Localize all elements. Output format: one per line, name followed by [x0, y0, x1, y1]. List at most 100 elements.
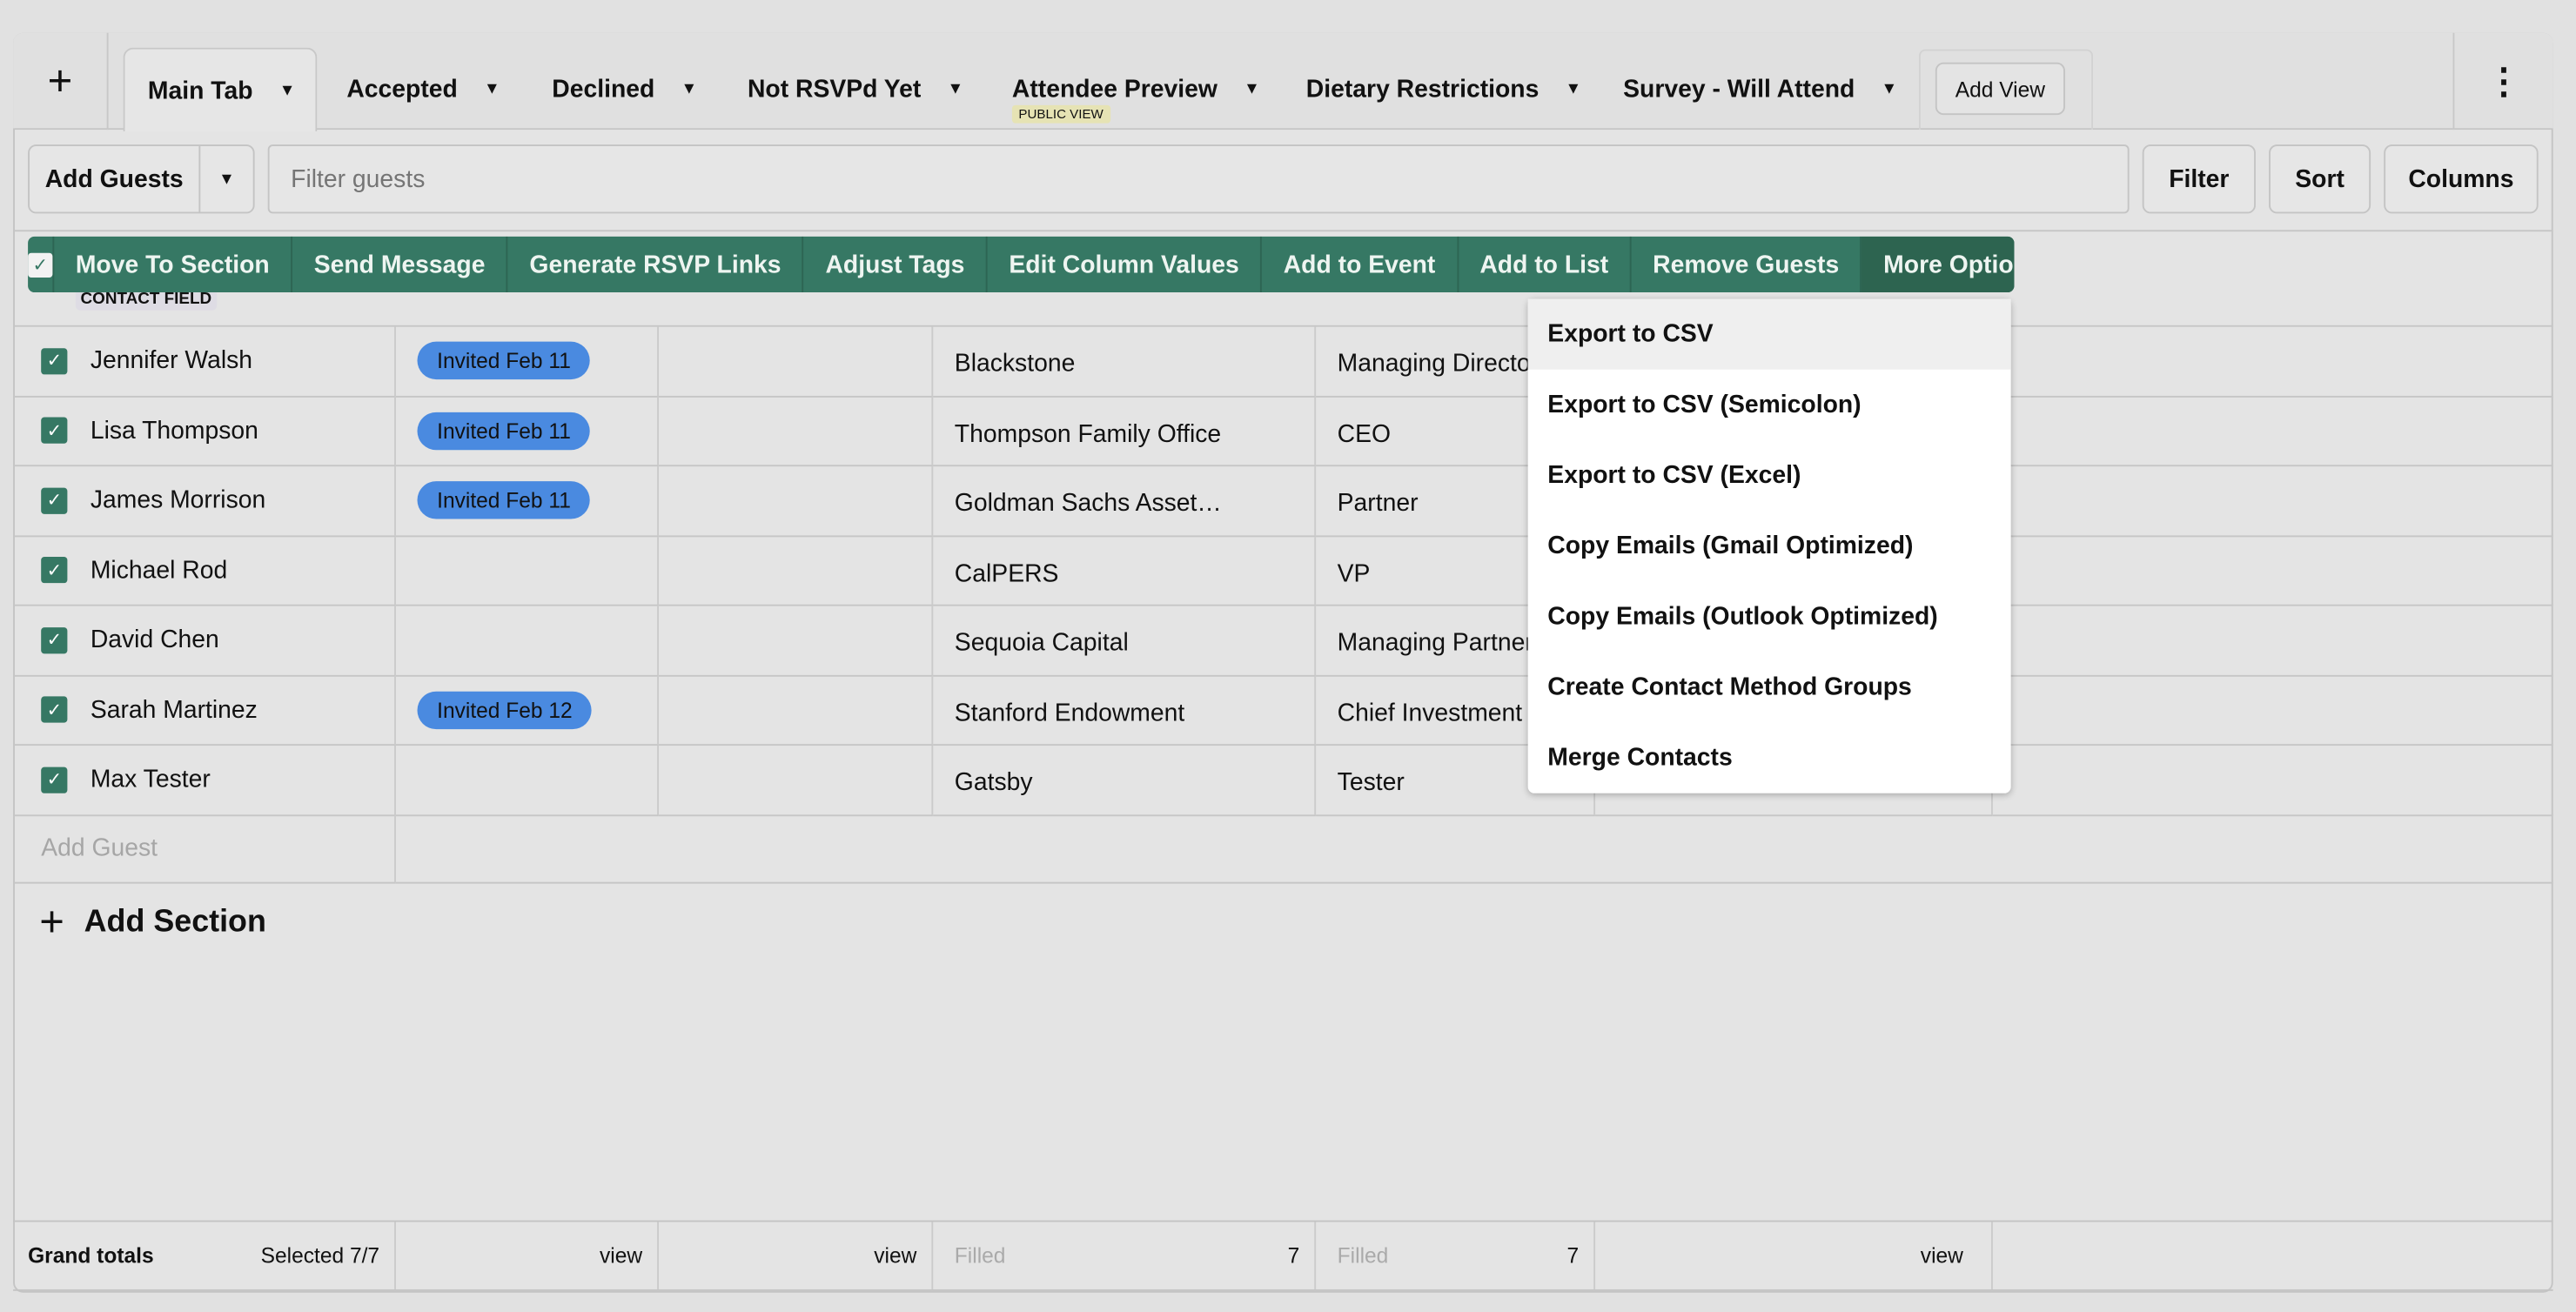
name-cell[interactable]: ✓ David Chen [13, 606, 396, 676]
caret-down-icon[interactable]: ▼ [484, 80, 500, 99]
add-guests-dropdown-icon[interactable]: ▼ [218, 170, 235, 189]
caret-down-icon[interactable]: ▼ [947, 80, 964, 99]
status-cell[interactable] [395, 746, 660, 816]
table-row[interactable]: ✓ David Chen Sequoia Capital Managing Partn… [13, 606, 2553, 676]
table-row[interactable]: ✓ James Morrison Invited Feb 11 Goldman Sac… [13, 466, 2553, 537]
name-cell[interactable]: ✓ Max Tester [13, 746, 396, 816]
bulk-action-edit-column-values[interactable]: Edit Column Values [988, 236, 1263, 293]
empty-cell[interactable] [659, 746, 934, 816]
name-cell[interactable]: ✓ Jennifer Walsh [13, 326, 396, 397]
caret-down-icon[interactable]: ▼ [1881, 80, 1898, 99]
row-checkbox[interactable]: ✓ [41, 626, 68, 653]
caret-down-icon[interactable]: ▼ [1244, 80, 1260, 99]
company: Blackstone [954, 350, 1076, 378]
status-cell[interactable]: Invited Feb 11 [395, 396, 660, 467]
sort-button[interactable]: Sort [2269, 144, 2371, 214]
bulk-action-add-to-event[interactable]: Add to Event [1262, 236, 1459, 293]
empty-cell[interactable] [659, 396, 934, 467]
filter-button[interactable]: Filter [2142, 144, 2256, 214]
bulk-action-more-options[interactable]: More Options [1862, 236, 2015, 293]
add-guest-input[interactable]: Add Guest [13, 814, 396, 884]
company-cell[interactable]: Goldman Sachs Asset… [933, 466, 1317, 537]
filter-guests-input[interactable] [267, 144, 2130, 214]
add-guests-button[interactable]: Add Guests [30, 146, 201, 212]
menu-item-copy-emails-outlook-optimized[interactable]: Copy Emails (Outlook Optimized) [1547, 602, 1938, 631]
empty-cell[interactable] [659, 606, 934, 676]
tab-survey-will-attend[interactable]: Survey - Will Attend ▼ [1623, 48, 1897, 131]
caret-down-icon[interactable]: ▼ [681, 80, 698, 99]
company-cell[interactable]: Gatsby [933, 746, 1317, 816]
menu-item-export-to-csv-semicolon[interactable]: Export to CSV (Semicolon) [1547, 391, 1862, 419]
tab-label: Not RSVPd Yet [747, 75, 922, 104]
status-cell[interactable] [395, 606, 660, 676]
status-cell[interactable]: Invited Feb 12 [395, 675, 660, 746]
columns-button[interactable]: Columns [2384, 144, 2539, 214]
tab-main[interactable]: Main Tab ▼ [123, 47, 318, 132]
name-cell[interactable]: ✓ Sarah Martinez [13, 675, 396, 746]
tab-accepted[interactable]: Accepted ▼ [346, 48, 500, 131]
table-row[interactable]: ✓ Michael Rod CalPERS VP [13, 536, 2553, 606]
row-checkbox[interactable]: ✓ [41, 557, 68, 584]
name-cell[interactable]: ✓ Lisa Thompson [13, 396, 396, 467]
name-cell[interactable]: ✓ James Morrison [13, 466, 396, 537]
empty-cell[interactable] [1992, 606, 2553, 676]
empty-cell[interactable] [1992, 746, 2553, 816]
row-checkbox[interactable]: ✓ [41, 487, 68, 514]
status-cell[interactable] [395, 536, 660, 606]
tab-declined[interactable]: Declined ▼ [552, 48, 697, 131]
caret-down-icon[interactable]: ▼ [278, 81, 296, 100]
view-link[interactable]: view [874, 1243, 917, 1268]
row-checkbox[interactable]: ✓ [41, 347, 68, 374]
empty-cell[interactable] [659, 536, 934, 606]
company-cell[interactable]: Thompson Family Office [933, 396, 1317, 467]
view-link[interactable]: view [1920, 1243, 1963, 1268]
menu-item-copy-emails-gmail-optimized[interactable]: Copy Emails (Gmail Optimized) [1547, 532, 1914, 560]
bulk-action-generate-rsvp-links[interactable]: Generate RSVP Links [508, 236, 804, 293]
more-vertical-icon[interactable]: ⋮ [2452, 32, 2553, 131]
add-view-button[interactable]: Add View [1935, 62, 2065, 116]
add-section-button[interactable]: + Add Section [39, 897, 266, 948]
company-cell[interactable]: Stanford Endowment [933, 675, 1317, 746]
row-checkbox[interactable]: ✓ [41, 766, 68, 793]
tab-not-rsvpd[interactable]: Not RSVPd Yet ▼ [748, 48, 963, 131]
bulk-action-adjust-tags[interactable]: Adjust Tags [804, 236, 988, 293]
table-row[interactable]: ✓ Lisa Thompson Invited Feb 11 Thompson Fam… [13, 396, 2553, 467]
tab-dietary-restrictions[interactable]: Dietary Restrictions ▼ [1306, 48, 1581, 131]
empty-cell[interactable] [659, 326, 934, 397]
empty-cell[interactable] [1992, 536, 2553, 606]
title-cell[interactable]: Managing Partner [1316, 606, 1596, 676]
empty-cell[interactable] [1992, 466, 2553, 537]
empty-cell[interactable] [659, 466, 934, 537]
view-link[interactable]: view [600, 1243, 643, 1268]
menu-item-export-to-csv[interactable]: Export to CSV [1527, 298, 2011, 370]
table-row[interactable]: ✓ Sarah Martinez Invited Feb 12 Stanford En… [13, 675, 2553, 746]
add-tab-button[interactable]: + [13, 32, 109, 131]
menu-item-merge-contacts[interactable]: Merge Contacts [1547, 744, 1733, 773]
empty-cell[interactable] [659, 675, 934, 746]
menu-item-create-contact-method-groups[interactable]: Create Contact Method Groups [1547, 673, 1912, 702]
bulk-action-move-to-section[interactable]: Move To Section [54, 236, 293, 293]
row-checkbox[interactable]: ✓ [41, 417, 68, 445]
bulk-action-add-to-list[interactable]: Add to List [1459, 236, 1632, 293]
status-cell[interactable]: Invited Feb 11 [395, 326, 660, 397]
select-all-checkbox[interactable]: ✓ [28, 236, 55, 293]
empty-cell[interactable] [1992, 676, 2553, 746]
add-view-container [1918, 49, 2094, 131]
company-cell[interactable]: CalPERS [933, 536, 1317, 606]
menu-item-export-to-csv-excel[interactable]: Export to CSV (Excel) [1547, 461, 1801, 490]
row-checkbox[interactable]: ✓ [41, 696, 68, 724]
job-title: Tester [1337, 768, 1405, 798]
empty-cell[interactable] [1992, 397, 2553, 467]
caret-down-icon[interactable]: ▼ [1565, 80, 1582, 99]
bulk-action-send-message[interactable]: Send Message [292, 236, 508, 293]
bulk-action-remove-guests[interactable]: Remove Guests [1632, 236, 1862, 293]
table-row[interactable]: ✓ Jennifer Walsh Invited Feb 11 Blackstone M… [13, 326, 2553, 397]
title-cell[interactable]: Managing Director [1316, 326, 1596, 397]
empty-cell[interactable] [1992, 327, 2553, 397]
name-cell[interactable]: ✓ Michael Rod [13, 536, 396, 606]
table-row[interactable]: ✓ Max Tester Gatsby Tester [13, 746, 2553, 816]
company-cell[interactable]: Blackstone [933, 326, 1317, 397]
status-cell[interactable]: Invited Feb 11 [395, 466, 660, 537]
company-cell[interactable]: Sequoia Capital [933, 606, 1317, 676]
tab-attendee-preview[interactable]: Attendee Preview ▼ [1012, 48, 1260, 131]
